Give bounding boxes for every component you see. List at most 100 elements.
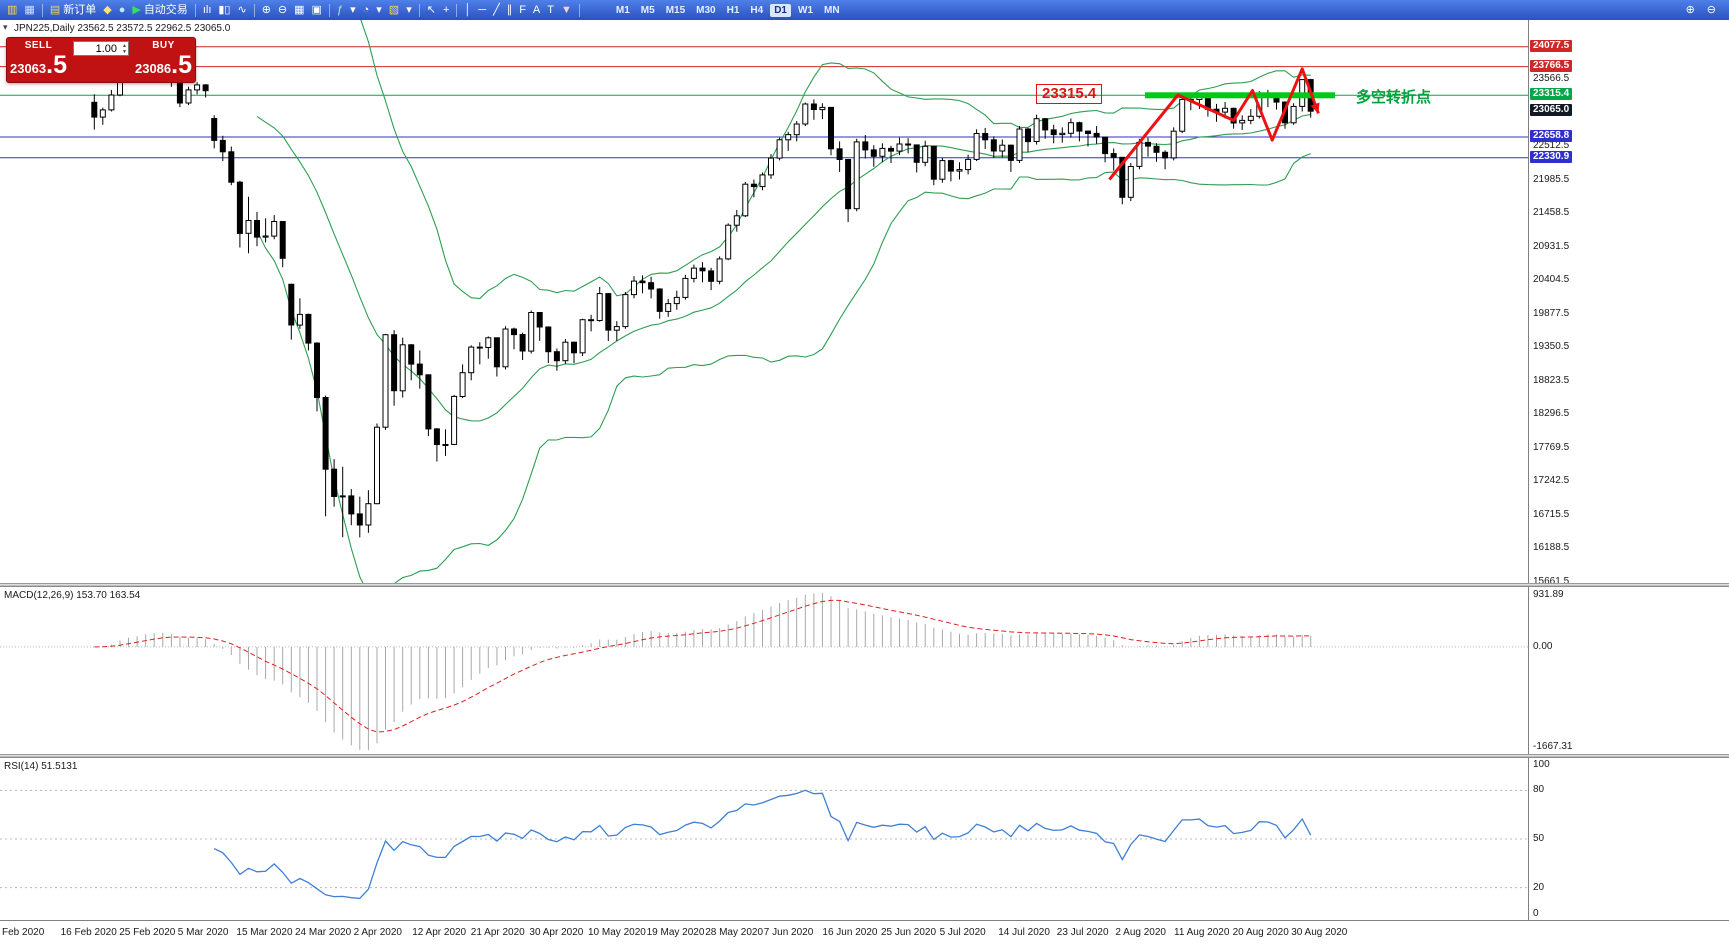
indicators-dropdown-icon[interactable]: ▾ [347, 2, 359, 18]
magnifier-plus-icon[interactable]: ⊕ [1685, 4, 1695, 16]
magnifier-minus-icon[interactable]: ⊖ [1706, 4, 1716, 16]
volume-spinner[interactable]: ▲ ▼ [122, 43, 127, 55]
line-chart-icon[interactable]: ∿ [234, 2, 249, 18]
tile-windows-icon[interactable]: ▦ [291, 2, 307, 18]
timeframe-button-h4[interactable]: H4 [750, 4, 764, 16]
crosshair-icon[interactable]: + [440, 2, 452, 18]
zoom-out-icon: ⊖ [277, 4, 288, 16]
rsi-scale-label: 80 [1533, 784, 1545, 796]
price-tick-label: 17242.5 [1533, 475, 1570, 487]
new-order-button: ▤ [49, 4, 61, 16]
toolbar: ▥ ▦ ▤ 新订单 ◆ ● ▶ 自动交易 ılı ▮▯ ∿ ⊕ ⊖ ▦ ▣ ƒ ▾ ◔ ▾ ▧ ▾ ↖ + │ ─ ╱ ∥ F A T ▼ M… [0, 0, 1729, 20]
timeframe-button-m30[interactable]: M30 [696, 4, 716, 16]
templates-dropdown-icon[interactable]: ▾ [403, 2, 415, 18]
price-axis[interactable]: 23566.5 22512.5 21985.5 21458.5 20931.5 20404… [1528, 20, 1729, 948]
pane-separator[interactable] [0, 583, 1729, 587]
profiles-icon[interactable]: ▦ [21, 2, 37, 18]
toolbar-separator [194, 3, 196, 17]
price-tick-label: 20404.5 [1533, 274, 1570, 286]
price-tick-label: 17769.5 [1533, 441, 1570, 453]
templates-dropdown-icon: ▾ [406, 4, 412, 16]
templates-icon[interactable]: ▧ [386, 2, 402, 18]
price-tick-label: 16715.5 [1533, 508, 1570, 520]
macd-indicator-label: MACD(12,26,9) 153.70 163.54 [4, 590, 141, 601]
indicators-icon[interactable]: ƒ [334, 2, 346, 18]
date-label: 30 Apr 2020 [529, 927, 584, 938]
volume-input[interactable]: 1.00 ▲ ▼ [73, 41, 129, 56]
date-label: Feb 2020 [2, 927, 45, 938]
timeframe-button-m5[interactable]: M5 [640, 4, 655, 16]
buy-price: 23086 .5 [134, 51, 192, 79]
text-icon[interactable]: A [530, 2, 543, 18]
zoom-in-icon[interactable]: ⊕ [259, 2, 274, 18]
date-label: 10 May 2020 [588, 927, 646, 938]
price-tick-label: 18823.5 [1533, 374, 1570, 386]
new-order-button[interactable]: ▤ 新订单 [47, 2, 99, 18]
trendline-icon[interactable]: ╱ [490, 2, 503, 18]
options-icon[interactable]: ● [116, 2, 129, 18]
price-level-annotation[interactable]: 23315.4 [1036, 84, 1103, 104]
periods-icon: ◔ [362, 4, 370, 16]
timeframe-button-d1[interactable]: D1 [770, 3, 791, 17]
rsi-scale-label: 50 [1533, 833, 1545, 844]
one-click-trading-panel: SELL 23063 .5 1.00 ▲ ▼ BUY 23086 .5 [6, 37, 196, 83]
chart-canvas[interactable] [0, 20, 1528, 948]
price-line-badge: 22658.8 [1530, 129, 1573, 142]
periods-icon[interactable]: ◔ [360, 2, 373, 18]
timeframe-button-m15[interactable]: M15 [665, 4, 686, 16]
timeframe-button-w1[interactable]: W1 [798, 4, 813, 16]
price-tick-label: 22512.5 [1533, 140, 1570, 152]
zoom-out-icon[interactable]: ⊖ [275, 2, 290, 18]
cursor-icon: ↖ [426, 4, 436, 16]
sell-button[interactable]: SELL 23063 .5 [7, 38, 70, 82]
arrange-windows-icon[interactable]: ▣ [309, 2, 325, 18]
time-axis[interactable]: Feb 2020 16 Feb 2020 25 Feb 2020 5 Mar 2020… [0, 920, 1729, 948]
timeframe-button-mn[interactable]: MN [824, 4, 840, 16]
price-tick-label: 20931.5 [1533, 240, 1570, 252]
bar-chart-icon[interactable]: ılı [200, 2, 215, 18]
date-label: 23 Jul 2020 [1056, 927, 1109, 938]
current-price-badge: 23065.0 [1530, 104, 1573, 117]
pane-separator[interactable] [0, 754, 1729, 758]
buy-button[interactable]: BUY 23086 .5 [132, 38, 195, 82]
macd-scale-label: -1667.31 [1533, 741, 1573, 752]
timeframe-button-m1[interactable]: M1 [615, 4, 630, 16]
trendline-icon: ╱ [493, 4, 500, 16]
one-click-collapse-icon[interactable]: ▾ [3, 22, 8, 32]
volume-cell: 1.00 ▲ ▼ [70, 38, 132, 82]
autotrading-button[interactable]: ▶ 自动交易 [129, 2, 190, 18]
timeframe-button-h1[interactable]: H1 [726, 4, 740, 16]
toolbar-separator [253, 3, 255, 17]
arrows-icon: ▼ [561, 4, 572, 16]
metaeditor-icon[interactable]: ◆ [100, 2, 114, 18]
date-label: 30 Aug 2020 [1291, 927, 1348, 938]
toolbar-separator [578, 3, 580, 17]
toolbar-separator [456, 3, 458, 17]
templates-icon: ▧ [388, 4, 400, 16]
indicators-icon: ƒ [336, 4, 344, 16]
vertical-line-icon[interactable]: │ [461, 2, 474, 18]
rsi-scale-label: 20 [1533, 881, 1545, 893]
horizontal-line-icon[interactable]: ─ [475, 2, 489, 18]
turning-point-annotation[interactable]: 多空转折点 [1356, 89, 1432, 106]
date-label: 24 Mar 2020 [295, 927, 352, 938]
channel-icon[interactable]: ∥ [504, 2, 516, 18]
price-tick-label: 23566.5 [1533, 73, 1570, 85]
date-label: 21 Apr 2020 [470, 927, 525, 938]
price-line-badge: 23766.5 [1530, 59, 1573, 72]
price-line-badge: 23315.4 [1530, 88, 1573, 101]
metaeditor-icon: ◆ [103, 4, 112, 16]
price-tick-label: 15661.5 [1533, 575, 1570, 587]
fibonacci-icon[interactable]: F [516, 2, 529, 18]
cursor-icon[interactable]: ↖ [424, 2, 439, 18]
text-label-icon[interactable]: T [544, 2, 557, 18]
periods-dropdown-icon[interactable]: ▾ [373, 2, 385, 18]
candlestick-chart-icon[interactable]: ▮▯ [215, 2, 233, 18]
rsi-scale-label: 0 [1533, 908, 1539, 919]
arrows-icon[interactable]: ▼ [558, 2, 575, 18]
new-chart-icon[interactable]: ▥ [4, 2, 20, 18]
toolbar-separator [41, 3, 43, 17]
date-label: 16 Feb 2020 [60, 927, 117, 938]
date-label: 28 May 2020 [705, 927, 764, 938]
horizontal-line-icon: ─ [478, 4, 487, 16]
